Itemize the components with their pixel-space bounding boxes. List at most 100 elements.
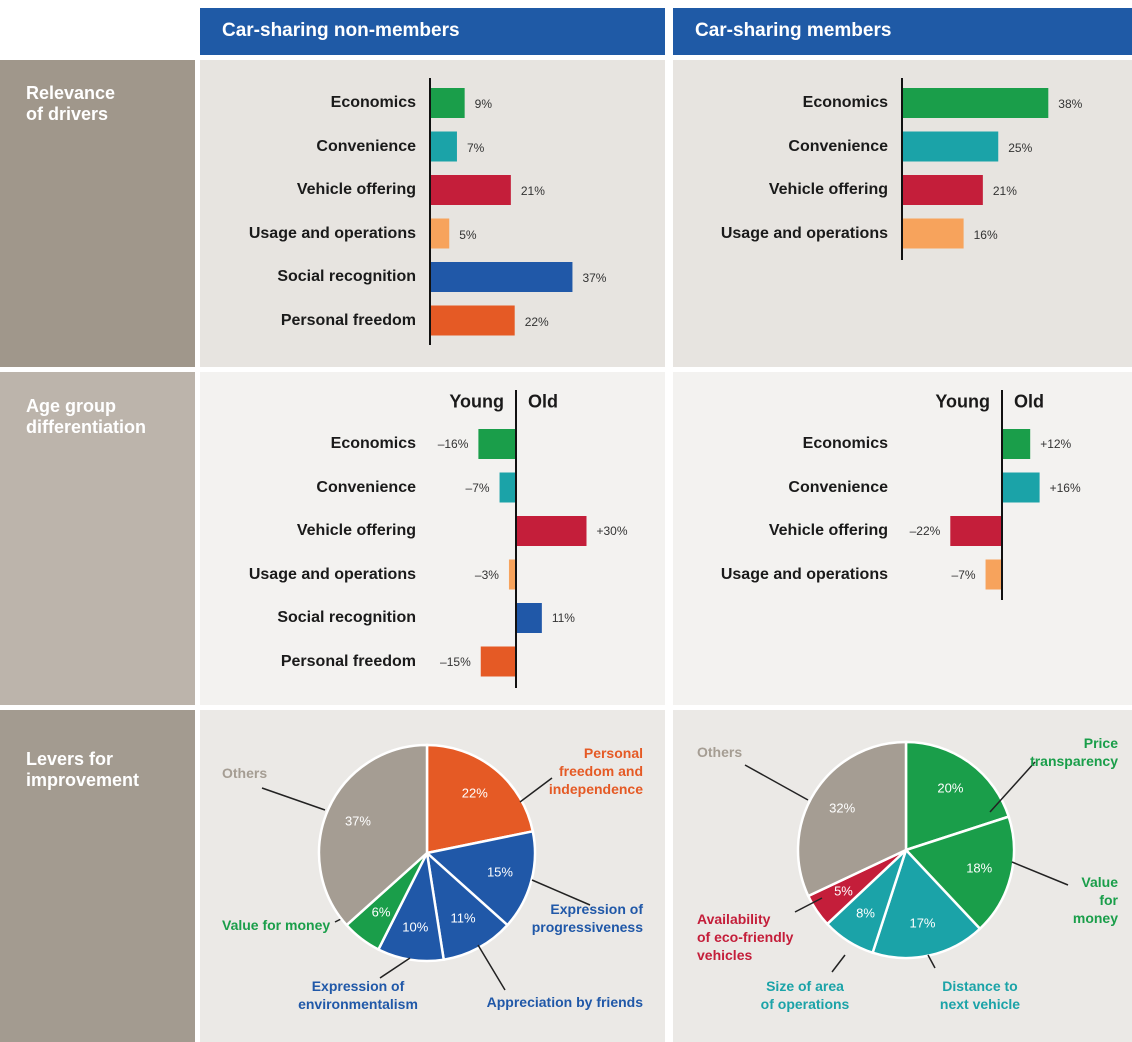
bar: [902, 218, 964, 249]
leader-line: [1011, 861, 1069, 886]
category-label: Economics: [802, 434, 888, 452]
slice-label: Size of area of operations: [760, 978, 850, 1012]
slice-label: Others: [222, 765, 268, 781]
category-label: Usage and operations: [248, 565, 416, 583]
column-header: Car-sharing non-members: [222, 20, 460, 42]
row-band: [0, 710, 195, 1042]
row-band: [0, 60, 195, 367]
slice-value-label: 11%: [450, 910, 476, 926]
value-label: 5%: [459, 227, 477, 242]
leader-line: [531, 879, 591, 906]
slice-value-label: 20%: [937, 780, 964, 796]
bar: [1002, 472, 1040, 503]
panel: [673, 372, 1132, 705]
value-label: +12%: [1040, 437, 1072, 452]
slice-label: Expression of environmentalism: [298, 978, 418, 1012]
category-label: Personal freedom: [280, 652, 416, 670]
column-label: Young: [449, 391, 504, 412]
category-label: Convenience: [788, 137, 888, 155]
leader-line: [477, 944, 506, 991]
category-label: Usage and operations: [248, 224, 416, 242]
header-band: [200, 8, 665, 55]
row-label: Levers for improvement: [26, 749, 140, 790]
bar: [1002, 429, 1031, 459]
value-label: –7%: [951, 567, 976, 582]
bar: [985, 559, 1002, 590]
value-label: 16%: [973, 227, 998, 242]
leader-line: [989, 761, 1036, 813]
category-label: Economics: [330, 434, 416, 452]
value-label: 25%: [1008, 140, 1033, 155]
pie-slice: [871, 847, 982, 960]
leader-line: [519, 777, 553, 803]
column-label: Young: [935, 391, 990, 412]
value-label: –16%: [437, 437, 469, 452]
value-label: 38%: [1058, 97, 1083, 112]
category-label: Social recognition: [277, 608, 416, 626]
panel: [200, 372, 665, 705]
slice-label: Value for money: [1072, 874, 1118, 926]
row-label: Relevance of drivers: [26, 83, 116, 124]
value-label: +30%: [596, 524, 628, 539]
leader-line: [927, 954, 936, 969]
category-label: Convenience: [788, 478, 888, 496]
bar: [430, 88, 465, 118]
header-band: [673, 8, 1132, 55]
bar: [430, 175, 511, 205]
category-label: Usage and operations: [720, 565, 888, 583]
bar: [902, 88, 1049, 118]
slice-label: Price transparency: [1030, 735, 1118, 769]
bar: [430, 262, 573, 292]
category-label: Usage and operations: [720, 224, 888, 242]
bar: [516, 516, 587, 546]
bar: [478, 429, 516, 459]
column-header: Car-sharing members: [695, 20, 892, 42]
category-label: Economics: [802, 93, 888, 111]
category-label: Personal freedom: [280, 311, 416, 329]
row-band: [0, 372, 195, 705]
value-label: –22%: [909, 524, 941, 539]
value-label: 7%: [466, 140, 485, 155]
bar: [430, 131, 457, 162]
slice-label: Others: [697, 744, 743, 760]
value-label: 37%: [582, 271, 607, 286]
bar: [480, 646, 516, 677]
pie-slice: [903, 815, 1016, 931]
category-label: Vehicle offering: [296, 180, 416, 198]
slice-value-label: 18%: [966, 860, 993, 876]
category-label: Vehicle offering: [768, 521, 888, 539]
slice-value-label: 32%: [829, 801, 856, 817]
leader-line: [794, 897, 823, 913]
category-label: Economics: [330, 93, 416, 111]
category-label: Social recognition: [277, 267, 416, 285]
pie-slice: [424, 829, 537, 927]
value-label: 22%: [524, 314, 549, 329]
category-label: Vehicle offering: [296, 521, 416, 539]
value-label: 9%: [474, 97, 492, 112]
slice-value-label: 6%: [371, 904, 391, 920]
value-label: –15%: [440, 654, 471, 669]
slice-value-label: 17%: [909, 915, 936, 931]
value-label: –7%: [465, 480, 490, 495]
category-label: Convenience: [316, 478, 416, 496]
leader-line: [744, 764, 809, 801]
bar: [508, 559, 516, 590]
bar: [902, 175, 983, 205]
pie-slice: [904, 740, 1011, 852]
slice-label: Expression of progressiveness: [531, 901, 643, 935]
slice-value-label: 22%: [461, 785, 488, 801]
leader-line: [379, 957, 411, 979]
value-label: –3%: [474, 567, 499, 582]
slice-value-label: 10%: [402, 919, 429, 935]
pie-slice: [425, 849, 510, 962]
pie-slice: [425, 743, 535, 855]
bar: [430, 305, 515, 336]
slice-label: Value for money: [222, 917, 331, 933]
bar: [499, 472, 516, 503]
category-label: Convenience: [316, 137, 416, 155]
slice-label: Availability of eco-friendly vehicles: [697, 911, 794, 963]
slice-value-label: 8%: [856, 905, 875, 921]
leader-line: [831, 954, 846, 973]
